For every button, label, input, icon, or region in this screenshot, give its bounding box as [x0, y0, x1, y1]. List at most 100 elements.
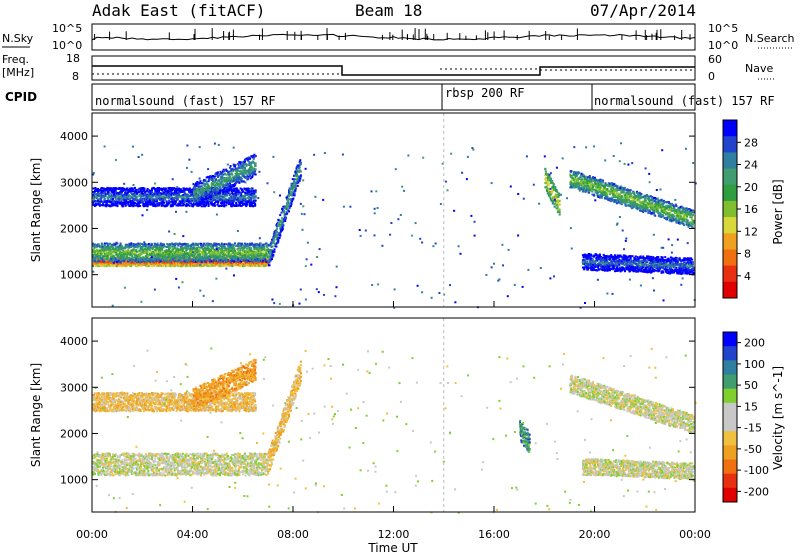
power-echo-cell [198, 246, 200, 248]
power-echo-cell [300, 171, 302, 173]
noise-right-tick-bottom: 10^0 [708, 39, 738, 52]
freq-unit-label: [MHz] [2, 66, 34, 79]
nave-tick-bottom: 0 [708, 70, 715, 83]
power-echo-cell [203, 243, 205, 245]
freq-tick-bottom: 8 [72, 70, 79, 83]
power-echo-cell [177, 198, 179, 200]
power-echo-cell [134, 260, 136, 262]
power-echo-cell [149, 247, 151, 249]
power-echo-cell [295, 185, 297, 187]
station-title: Adak East (fitACF) [92, 1, 265, 20]
power-echo-cell [225, 248, 227, 250]
power-echo-cell [230, 261, 232, 263]
power-echo-cell [198, 243, 200, 245]
power-echo-cell [227, 259, 229, 261]
power-echo-cell [117, 259, 119, 261]
power-echo-cell [163, 202, 165, 204]
power-echo-cell [155, 205, 157, 207]
power-echo-cell [292, 178, 294, 180]
noise-sky-line [92, 34, 695, 40]
power-echo-cell [279, 235, 281, 237]
power-echo-cell [274, 251, 276, 253]
power-echo-cell [220, 255, 222, 257]
power-echo-cell [252, 257, 254, 259]
power-echo-cell [132, 190, 134, 192]
power-echo-cell [112, 258, 114, 260]
power-echo-cell [182, 250, 184, 252]
power-echo-cell [188, 201, 190, 203]
power-echo-cell [152, 261, 154, 263]
power-echo-cell [101, 253, 103, 255]
power-echo-cell [110, 205, 112, 207]
power-echo-cell [275, 246, 277, 248]
power-echo-cell [124, 196, 126, 198]
power-echo-cell [266, 254, 268, 256]
power-echo-cell [282, 224, 284, 226]
power-echo-cell [214, 205, 216, 207]
power-echo-cell [147, 251, 149, 253]
power-echo-cell [223, 251, 225, 253]
power-echo-cell [261, 249, 263, 251]
power-echo-cell [220, 265, 222, 267]
power-echo-cell [238, 247, 240, 249]
power-echo-cell [187, 243, 189, 245]
power-echo-cell [203, 251, 205, 253]
power-echo-cell [155, 251, 157, 253]
power-echo-cell [144, 191, 146, 193]
power-echo-cell [211, 251, 213, 253]
power-echo-cell [166, 246, 168, 248]
power-echo-cell [272, 254, 274, 256]
power-echo-cell [157, 243, 159, 245]
power-echo-cell [130, 200, 132, 202]
power-echo-cell [240, 254, 242, 256]
noise-panel: N.Sky 10^5 10^0 10^5 10^0 N.Search [2, 22, 795, 52]
power-echo-cell [134, 202, 136, 204]
power-echo-cell [208, 204, 210, 206]
power-echo-cell [95, 258, 97, 260]
power-echo-cell [238, 242, 240, 244]
power-echo-cell [193, 243, 195, 245]
power-echo-cell [299, 178, 301, 180]
power-echo-cell [189, 198, 191, 200]
power-echo-cell [123, 255, 125, 257]
power-echo-cell [181, 205, 183, 207]
power-echo-cell [133, 199, 135, 201]
power-echo-cell [290, 205, 292, 207]
power-echo-cell [101, 243, 103, 245]
power-echo-cell [300, 174, 302, 176]
power-echo-cell [169, 247, 171, 249]
power-echo-cell [105, 249, 107, 251]
power-echo-cell [272, 245, 274, 247]
power-echo-cell [155, 188, 157, 190]
power-echo-cell [110, 193, 112, 195]
power-echo-cell [144, 188, 146, 190]
power-echo-cell [205, 261, 207, 263]
power-echo-cell [99, 202, 101, 204]
power-echo-cell [130, 265, 132, 267]
cpid-segment-1: normalsound (fast) 157 RF [95, 94, 276, 108]
power-echo-cell [279, 237, 281, 239]
power-echo-cell [132, 257, 134, 259]
power-echo-cell [215, 251, 217, 253]
power-echo-cell [282, 221, 284, 223]
power-echo-cell [206, 254, 208, 256]
freq-label: Freq. [2, 53, 29, 66]
power-echo-cell [292, 198, 294, 200]
power-echo-cell [203, 245, 205, 247]
power-echo-cell [158, 204, 160, 206]
power-echo-cell [113, 255, 115, 257]
noise-search-label: N.Search [745, 32, 795, 45]
power-echo-cell [274, 248, 276, 250]
power-echo-cell [294, 193, 296, 195]
date-title: 07/Apr/2014 [590, 1, 696, 20]
power-echo-cell [281, 217, 283, 219]
nave-label: Nave [745, 62, 773, 75]
power-echo-cell [215, 199, 217, 201]
power-echo-cell [269, 261, 271, 263]
power-echo-cell [127, 249, 129, 251]
power-echo-cell [103, 201, 105, 203]
power-echo-cell [288, 203, 290, 205]
power-echo-cell [134, 187, 136, 189]
